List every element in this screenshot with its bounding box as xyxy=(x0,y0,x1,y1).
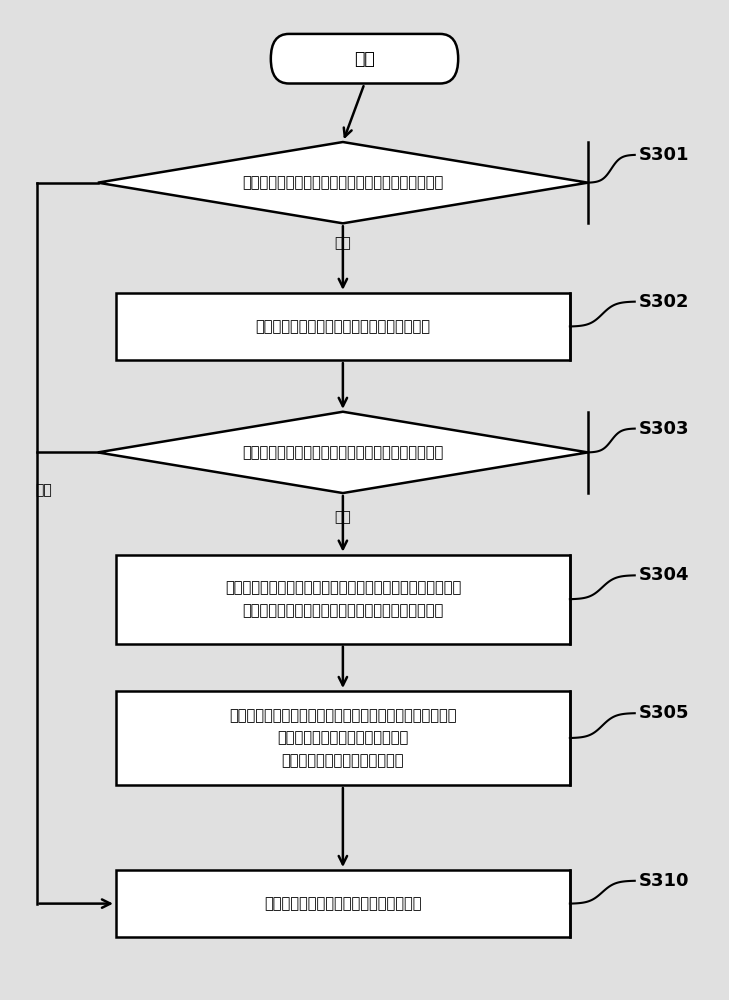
Text: S304: S304 xyxy=(639,566,689,584)
Text: 根据日志时间过滤规则，判断该应用日志是否无效？: 根据日志时间过滤规则，判断该应用日志是否无效？ xyxy=(242,445,443,460)
FancyBboxPatch shape xyxy=(116,293,570,360)
Text: 终端应用服务器从该应用日志中获取日志时间: 终端应用服务器从该应用日志中获取日志时间 xyxy=(255,319,430,334)
Text: 终端应用服务器根据存储的日志标识与数据段过滤规则标识的
对应关系，确定出该应用日志对应的数据段过滤规则: 终端应用服务器根据存储的日志标识与数据段过滤规则标识的 对应关系，确定出该应用日… xyxy=(225,581,461,618)
FancyBboxPatch shape xyxy=(116,555,570,644)
Text: S301: S301 xyxy=(639,146,689,164)
Text: 根据日志标识过滤规则，判断该应用日志是否无效？: 根据日志标识过滤规则，判断该应用日志是否无效？ xyxy=(242,175,443,190)
Text: 开始: 开始 xyxy=(354,50,375,68)
Text: S310: S310 xyxy=(639,872,689,890)
Text: 结束对该应用日志的判断，输出判断结果: 结束对该应用日志的判断，输出判断结果 xyxy=(264,896,421,911)
Text: 根据确定出的数据段过滤规则，判断该应用日志是否无效；
若无效，则确定判断结果为无效；
若有效，则确定判断结果为有效: 根据确定出的数据段过滤规则，判断该应用日志是否无效； 若无效，则确定判断结果为无… xyxy=(229,708,456,768)
Polygon shape xyxy=(98,142,588,223)
FancyBboxPatch shape xyxy=(270,34,459,84)
Text: S302: S302 xyxy=(639,293,689,311)
Text: 有效: 有效 xyxy=(335,236,351,250)
Text: 有效: 有效 xyxy=(335,510,351,524)
Polygon shape xyxy=(98,412,588,493)
Text: 无效: 无效 xyxy=(36,483,52,497)
Text: S305: S305 xyxy=(639,704,689,722)
FancyBboxPatch shape xyxy=(116,691,570,785)
Text: S303: S303 xyxy=(639,420,689,438)
FancyBboxPatch shape xyxy=(116,870,570,937)
